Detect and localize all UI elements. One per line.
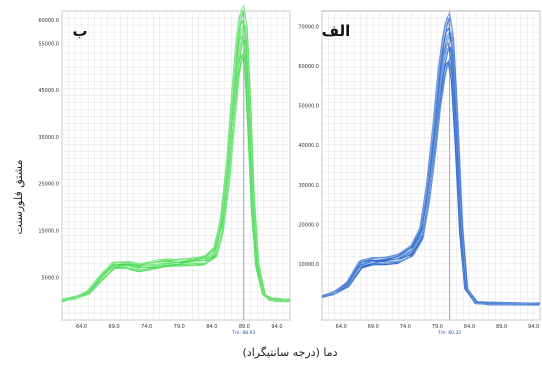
y-tick-label: 10000.0 bbox=[298, 262, 319, 268]
grid bbox=[321, 11, 541, 321]
x-tick-label: 74.0 bbox=[400, 324, 411, 330]
x-tick-label: 79.0 bbox=[174, 324, 185, 330]
chart-panel-alef: 64.0 69.0 74.0 79.0 84.0 89.0 94.0 10000.0 20000… bbox=[298, 10, 541, 336]
x-tick-label: 64.0 bbox=[76, 324, 87, 330]
x-tick-label: 64.0 bbox=[336, 324, 347, 330]
y-tick-label: 30000.0 bbox=[298, 183, 319, 189]
panel-label: الف bbox=[322, 22, 351, 40]
chart-panel-b: 64.0 69.0 74.0 79.0 84.0 89.0 94.0 5000.0 15000.… bbox=[38, 4, 291, 336]
y-tick-label: 60000.0 bbox=[298, 64, 319, 70]
y-tick-label: 40000.0 bbox=[298, 143, 319, 149]
x-tick-label: 89.0 bbox=[239, 324, 250, 330]
x-tick-label: 89.0 bbox=[496, 324, 507, 330]
y-tick-label: 55000.0 bbox=[38, 41, 59, 47]
y-tick-label: 25000.0 bbox=[38, 182, 59, 188]
y-tick-label: 15000.0 bbox=[38, 229, 59, 235]
x-tick-label: 84.0 bbox=[206, 324, 217, 330]
series-line bbox=[321, 12, 541, 306]
series-line bbox=[61, 4, 291, 303]
x-axis-title: دما (درجه سانتیگراد) bbox=[243, 346, 338, 359]
x-tick-label: 84.0 bbox=[464, 324, 475, 330]
tm-label: Tm: 88.93 bbox=[231, 330, 255, 336]
x-tick-label: 69.0 bbox=[109, 324, 120, 330]
x-tick-label: 69.0 bbox=[368, 324, 379, 330]
y-tick-label: 35000.0 bbox=[38, 135, 59, 141]
y-tick-label: 50000.0 bbox=[298, 104, 319, 110]
series-line bbox=[322, 17, 541, 304]
y-tick-label: 5000.0 bbox=[42, 275, 60, 281]
y-tick-label: 60000.0 bbox=[38, 18, 59, 24]
y-axis-title: مشتق فلورسنت bbox=[12, 159, 26, 234]
x-tick-label: 74.0 bbox=[141, 324, 152, 330]
x-tick-label: 79.0 bbox=[432, 324, 443, 330]
panel-label: ب bbox=[72, 22, 87, 40]
tm-label: Tm: 80.32 bbox=[437, 330, 461, 336]
x-tick-label: 94.0 bbox=[271, 324, 282, 330]
y-tick-label: 70000.0 bbox=[298, 24, 319, 30]
x-tick-label: 94.0 bbox=[528, 324, 539, 330]
y-tick-label: 45000.0 bbox=[38, 88, 59, 94]
y-tick-label: 20000.0 bbox=[298, 222, 319, 228]
